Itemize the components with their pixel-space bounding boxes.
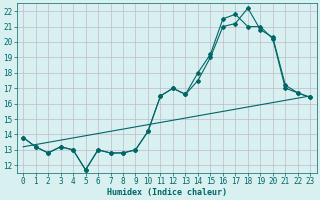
X-axis label: Humidex (Indice chaleur): Humidex (Indice chaleur) bbox=[107, 188, 227, 197]
